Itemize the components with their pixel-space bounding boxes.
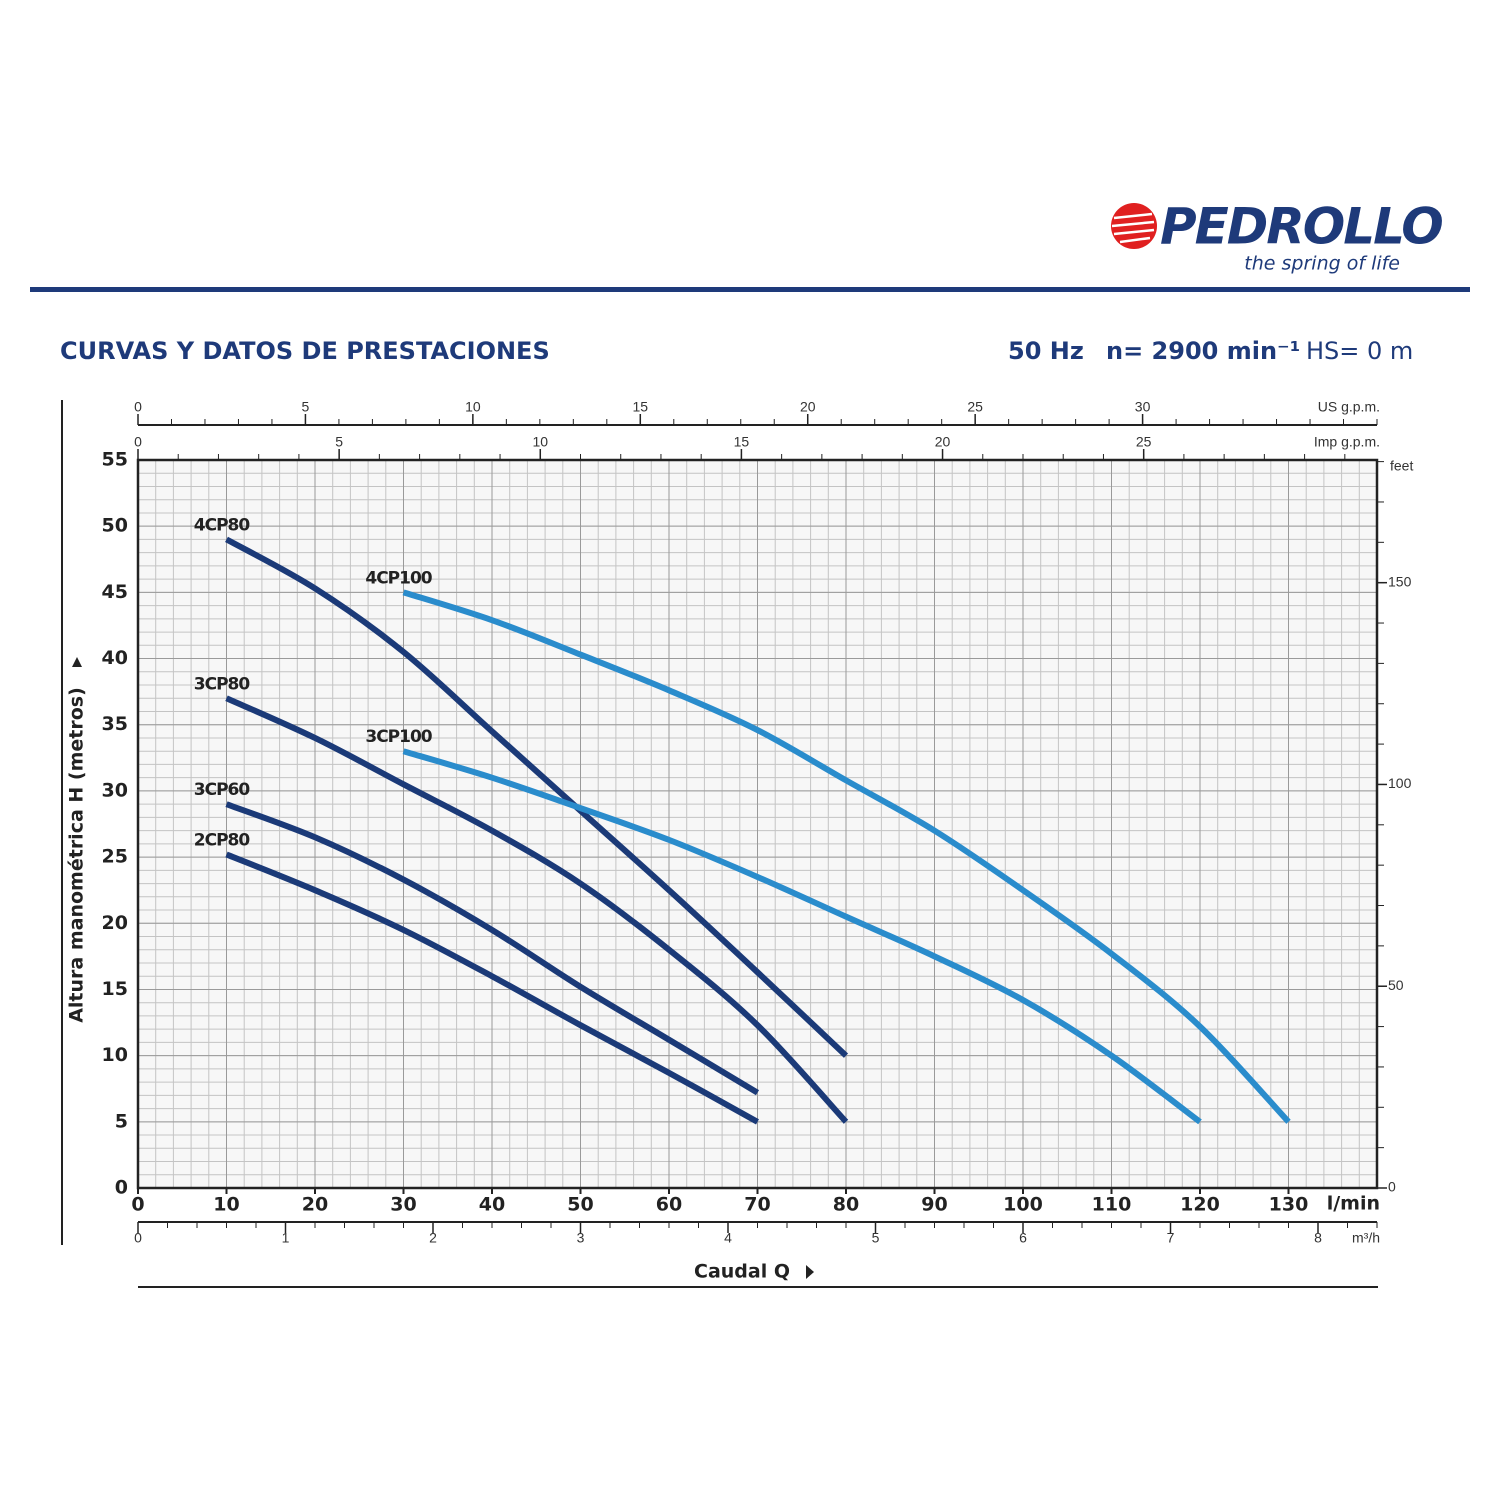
secondary-unit: US g.p.m. xyxy=(1318,399,1380,415)
secondary-tick-label: 20 xyxy=(935,434,951,450)
secondary-tick-label: 7 xyxy=(1167,1230,1175,1246)
x-tick-label: 130 xyxy=(1269,1194,1309,1216)
secondary-tick-label: 25 xyxy=(967,399,983,415)
x-tick-label: 100 xyxy=(1003,1194,1043,1216)
y2-tick-label: 0 xyxy=(1388,1179,1396,1195)
secondary-tick-label: 15 xyxy=(734,434,750,450)
secondary-tick-label: 8 xyxy=(1314,1230,1322,1246)
secondary-tick-label: 25 xyxy=(1136,434,1152,450)
y-tick-label: 20 xyxy=(102,912,128,934)
curve xyxy=(225,536,849,1058)
secondary-tick-label: 4 xyxy=(724,1230,732,1246)
header-rule xyxy=(30,287,1470,292)
y-tick-label: 55 xyxy=(102,449,128,471)
secondary-tick-label: 0 xyxy=(134,399,142,415)
x-tick-label: 70 xyxy=(744,1194,770,1216)
x-tick-label: 10 xyxy=(213,1194,239,1216)
y-tick-label: 40 xyxy=(102,647,128,669)
logo-text: PEDROLLO xyxy=(1160,198,1442,256)
secondary-tick-label: 10 xyxy=(465,399,481,415)
curve-label: 3CP60 xyxy=(194,780,251,800)
speed: n= 2900 min⁻¹ xyxy=(1106,337,1300,365)
curve-label: 3CP100 xyxy=(365,727,432,747)
curve-label: 2CP80 xyxy=(194,830,251,850)
curve xyxy=(225,695,849,1124)
x-arrow xyxy=(806,1265,814,1279)
curve xyxy=(225,851,759,1125)
curve-label: 4CP100 xyxy=(365,568,432,588)
x-tick-label: 80 xyxy=(833,1194,859,1216)
x-tick-label: 40 xyxy=(479,1194,505,1216)
secondary-unit: m³/h xyxy=(1352,1230,1380,1246)
secondary-tick-label: 5 xyxy=(872,1230,880,1246)
secondary-tick-label: 5 xyxy=(302,399,310,415)
y-tick-label: 10 xyxy=(102,1044,128,1066)
y-tick-label: 45 xyxy=(102,581,128,603)
y2-tick-label: 50 xyxy=(1388,977,1404,993)
y-tick-label: 5 xyxy=(115,1110,128,1132)
secondary-tick-label: 20 xyxy=(800,399,816,415)
x-tick-label: 30 xyxy=(390,1194,416,1216)
frequency: 50 Hz xyxy=(1008,337,1084,365)
secondary-tick-label: 1 xyxy=(282,1230,290,1246)
y2-unit: feet xyxy=(1390,458,1413,474)
y-tick-label: 25 xyxy=(102,846,128,868)
x-tick-label: 90 xyxy=(921,1194,947,1216)
curve xyxy=(402,748,1202,1125)
y-tick-label: 35 xyxy=(102,713,128,735)
x-tick-label: 120 xyxy=(1180,1194,1220,1216)
curve xyxy=(402,589,1291,1124)
y-arrow xyxy=(72,657,82,667)
suction-height: HS= 0 m xyxy=(1306,337,1413,365)
x-tick-label: 0 xyxy=(131,1194,144,1216)
y-tick-label: 0 xyxy=(115,1177,128,1199)
tagline: the spring of life xyxy=(1244,253,1400,275)
secondary-tick-label: 6 xyxy=(1019,1230,1027,1246)
y2-tick-label: 150 xyxy=(1388,573,1412,589)
secondary-tick-label: 0 xyxy=(134,1230,142,1246)
y-tick-label: 30 xyxy=(102,779,128,801)
secondary-tick-label: 5 xyxy=(335,434,343,450)
secondary-tick-label: 15 xyxy=(633,399,649,415)
x-tick-label: 60 xyxy=(656,1194,682,1216)
x-tick-label: 50 xyxy=(567,1194,593,1216)
x-unit: l/min xyxy=(1327,1193,1380,1215)
secondary-tick-label: 0 xyxy=(134,434,142,450)
curve-label: 3CP80 xyxy=(194,674,251,694)
curve xyxy=(225,801,760,1096)
secondary-tick-label: 10 xyxy=(532,434,548,450)
y-tick-label: 50 xyxy=(102,515,128,537)
x-tick-label: 110 xyxy=(1092,1194,1132,1216)
y2-tick-label: 100 xyxy=(1388,775,1412,791)
chart-title: CURVAS Y DATOS DE PRESTACIONES xyxy=(60,337,550,365)
x-axis-label: Caudal Q xyxy=(694,1261,790,1283)
secondary-unit: Imp g.p.m. xyxy=(1314,434,1380,450)
curve-label: 4CP80 xyxy=(194,515,251,535)
x-tick-label: 20 xyxy=(302,1194,328,1216)
logo: PEDROLLO the spring of life xyxy=(1111,198,1444,275)
secondary-tick-label: 30 xyxy=(1135,399,1151,415)
y-axis-label: Altura manométrica H (metros) xyxy=(66,687,88,1023)
secondary-tick-label: 2 xyxy=(429,1230,437,1246)
secondary-tick-label: 3 xyxy=(577,1230,585,1246)
y-tick-label: 15 xyxy=(102,978,128,1000)
